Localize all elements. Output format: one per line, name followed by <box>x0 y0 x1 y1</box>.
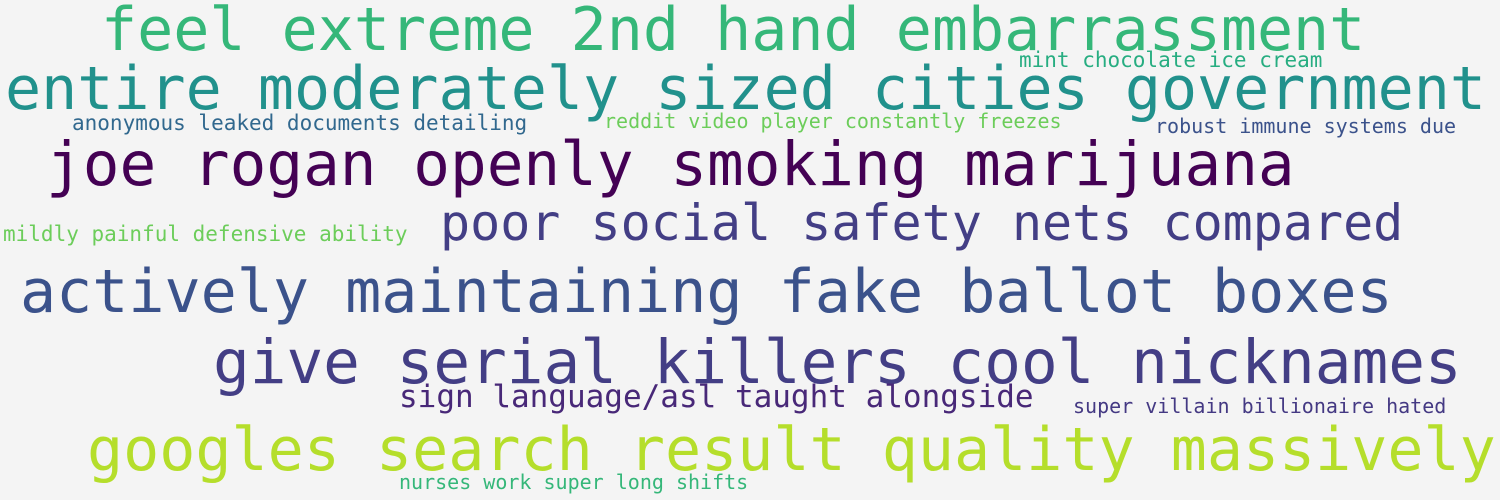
word-phrase: entire moderately sized cities governmen… <box>5 54 1487 124</box>
word-phrase: feel extreme 2nd hand embarrassment <box>101 0 1366 65</box>
word-phrase: actively maintaining fake ballot boxes <box>20 257 1393 327</box>
word-phrase: reddit video player constantly freezes <box>604 109 1062 133</box>
word-phrase: nurses work super long shifts <box>399 470 749 494</box>
word-phrase: mildly painful defensive ability <box>3 222 408 246</box>
word-phrase: googles search result quality massively <box>87 415 1496 485</box>
word-phrase: mint chocolate ice cream <box>1019 48 1323 72</box>
word-phrase: sign language/asl taught alongside <box>399 379 1034 415</box>
word-phrase: super villain billionaire hated <box>1073 394 1447 418</box>
word-phrase: anonymous leaked documents detailing <box>72 111 528 135</box>
word-phrase: give serial killers cool nicknames <box>213 327 1462 398</box>
word-phrase: joe rogan openly smoking marijuana <box>46 129 1295 200</box>
word-phrase: robust immune systems due <box>1155 114 1457 138</box>
word-phrase: poor social safety nets compared <box>440 194 1404 252</box>
